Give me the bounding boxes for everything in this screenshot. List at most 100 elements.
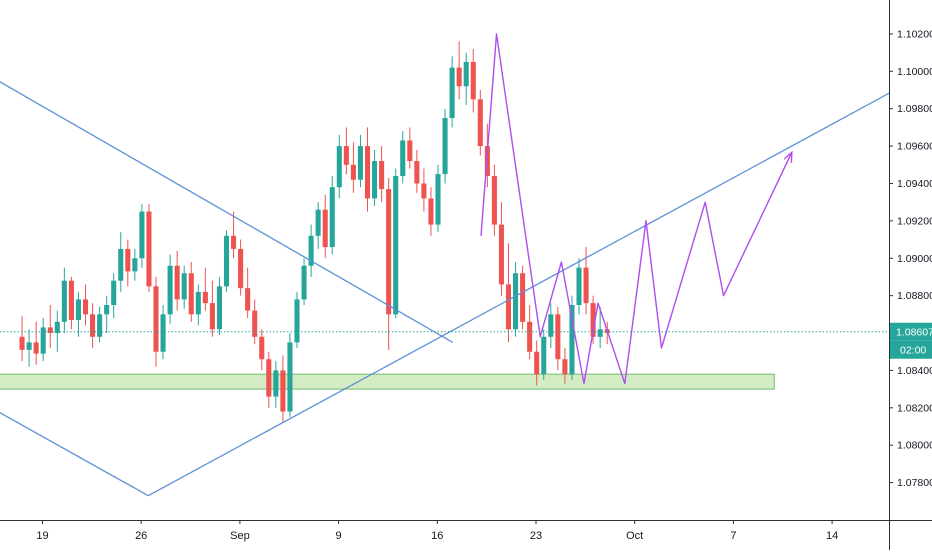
candle-body (541, 336, 547, 375)
candle (329, 176, 335, 255)
candle-body (428, 198, 434, 225)
candle-body (562, 359, 568, 375)
candle (534, 340, 540, 386)
candle (407, 127, 413, 169)
candle-body (273, 370, 279, 397)
candle (259, 329, 265, 371)
candle (541, 329, 547, 380)
candle-body (576, 267, 582, 305)
candle (125, 239, 131, 287)
candle (223, 230, 230, 292)
x-tick-label: 23 (530, 530, 542, 542)
forecast-path (480, 33, 791, 385)
candle (82, 284, 89, 326)
current-price-badge (890, 322, 932, 341)
trendlines-layer (0, 81, 899, 497)
candle-body (82, 299, 89, 315)
candle (393, 168, 399, 319)
candle-body (231, 235, 237, 249)
candle-body (379, 161, 385, 190)
candle-body (153, 286, 159, 352)
candle (231, 211, 237, 259)
candle-body (520, 273, 526, 322)
candle (174, 250, 180, 311)
candle (505, 243, 512, 343)
candle (435, 164, 441, 233)
candle-body (350, 164, 356, 180)
candle-body (364, 146, 371, 199)
candle (555, 306, 561, 371)
candle (195, 284, 201, 326)
candle (315, 202, 321, 249)
candle (597, 306, 603, 348)
candle-body (301, 265, 307, 300)
candle-body (266, 359, 272, 397)
candle (470, 48, 476, 113)
y-tick-label: 1.08800 (897, 290, 932, 302)
candle (428, 187, 434, 236)
candle-body (33, 342, 39, 354)
candle-body (442, 118, 448, 175)
candle-body (47, 327, 53, 334)
candle-body (400, 140, 406, 176)
candle (202, 267, 208, 311)
candle-body (111, 280, 117, 305)
candle-body (498, 224, 504, 285)
candle-body (97, 314, 103, 337)
candle (569, 295, 575, 380)
candle-body (75, 299, 81, 320)
candle-body (294, 299, 300, 343)
candle (153, 276, 159, 367)
candle-body (513, 273, 519, 330)
y-tick-label: 1.10200 (897, 28, 932, 40)
y-tick-label: 1.09400 (897, 178, 932, 190)
candle (364, 127, 371, 212)
candle (513, 262, 519, 337)
candle (273, 361, 279, 408)
candle (188, 262, 194, 322)
y-tick-label: 1.09000 (897, 253, 932, 265)
x-tick-label: 7 (730, 530, 736, 542)
candle-body (167, 265, 173, 315)
candle (139, 204, 145, 268)
candle-body (160, 314, 166, 352)
candle (181, 265, 187, 309)
candle (33, 321, 39, 365)
candle-body (26, 342, 32, 350)
candle (576, 258, 582, 315)
x-tick-label: 14 (826, 530, 838, 542)
candle (40, 318, 46, 362)
candle-body (118, 248, 124, 281)
y-tick-label: 1.10000 (897, 66, 932, 78)
y-tick-label: 1.07800 (897, 477, 932, 489)
candle (266, 351, 272, 408)
candle-body (68, 280, 74, 320)
y-tick-label: 1.08200 (897, 402, 932, 414)
y-tick-label: 1.09600 (897, 141, 932, 153)
candle (308, 224, 314, 277)
candle-body (216, 286, 222, 330)
candle-body (555, 314, 561, 360)
candle (491, 164, 497, 236)
candle-body (259, 336, 265, 360)
candle-body (583, 267, 589, 304)
candle-body (188, 273, 194, 315)
candle (498, 202, 504, 296)
countdown-label: 02:00 (900, 345, 926, 357)
candle (216, 276, 222, 335)
candle (386, 177, 392, 350)
candle-body (287, 342, 293, 412)
candle-body (414, 161, 420, 184)
candle (252, 299, 258, 345)
candle (245, 267, 251, 319)
candle-body (590, 303, 596, 337)
candle (287, 333, 293, 418)
candle-body (174, 265, 180, 300)
candle (562, 348, 568, 384)
candle (590, 295, 596, 345)
candle-body (252, 310, 258, 337)
candle (160, 305, 166, 360)
